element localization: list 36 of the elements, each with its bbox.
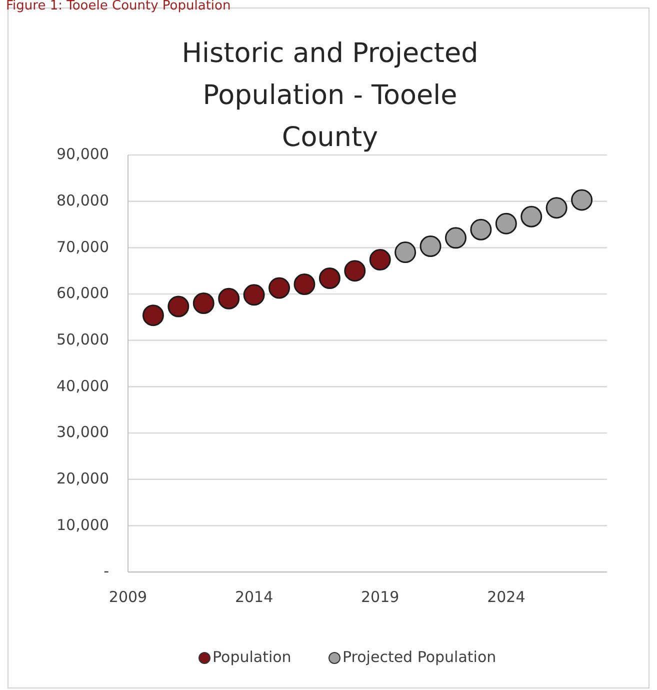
y-tick-label: 40,000 [56, 376, 109, 395]
y-tick-label: 30,000 [56, 423, 109, 442]
y-tick-label: 10,000 [56, 516, 109, 534]
y-tick-label: 70,000 [56, 238, 109, 256]
point [344, 260, 366, 282]
point [268, 277, 290, 299]
point [470, 218, 492, 240]
point [168, 296, 190, 318]
point [420, 236, 442, 258]
legend-label: Population [212, 648, 292, 666]
y-tick-label: 60,000 [56, 284, 109, 302]
y-tick-label: 50,000 [56, 330, 109, 348]
chart-title: Historic and Projected Population - Tooele County [182, 38, 478, 153]
point [294, 274, 316, 295]
x-tick-label: 2019 [361, 588, 400, 606]
y-tick-label: 90,000 [56, 145, 109, 164]
point [394, 242, 416, 264]
point [243, 284, 265, 306]
y-tick-label: 80,000 [56, 191, 109, 210]
point [142, 304, 164, 326]
x-tick-label: 2009 [108, 588, 148, 606]
point [369, 248, 391, 270]
point [546, 197, 568, 219]
y-tick-label: - [104, 562, 109, 580]
point [218, 288, 240, 310]
x-tick-label: 2024 [487, 588, 526, 606]
point [520, 206, 542, 228]
point [444, 227, 466, 249]
y-tick-label: 20,000 [56, 469, 109, 488]
point [495, 212, 517, 234]
caption: Figure 1: Tooele County Population [6, 0, 231, 14]
legend-label: Projected Population [342, 648, 496, 666]
point [318, 268, 340, 289]
point [571, 189, 593, 211]
point [192, 292, 214, 314]
x-tick-label: 2014 [234, 588, 274, 606]
